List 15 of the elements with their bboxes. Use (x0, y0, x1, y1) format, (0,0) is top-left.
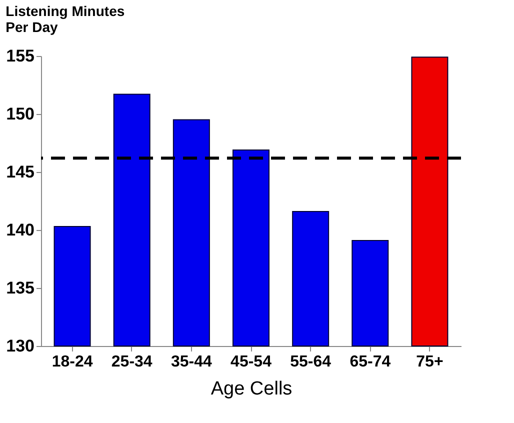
y-axis-title: Listening Minutes Per Day (6, 3, 125, 35)
x-tick-label: 65-74 (350, 354, 391, 370)
y-tick-label: 130 (6, 336, 34, 356)
x-tick-label: 45-54 (230, 354, 272, 370)
x-axis-title: Age Cells (210, 378, 292, 400)
x-tick-label: 35-44 (170, 354, 212, 370)
y-tick-label: 145 (6, 162, 34, 182)
y-tick-label: 140 (6, 220, 34, 240)
x-tick-label: 55-64 (290, 354, 332, 370)
y-tick-label: 150 (6, 104, 34, 124)
x-tick-label: 18-24 (52, 354, 93, 370)
x-tick-label: 25-34 (111, 354, 152, 370)
x-tick-label: 75+ (416, 354, 444, 370)
y-tick-label: 155 (6, 46, 34, 66)
y-tick-label: 135 (6, 278, 34, 298)
